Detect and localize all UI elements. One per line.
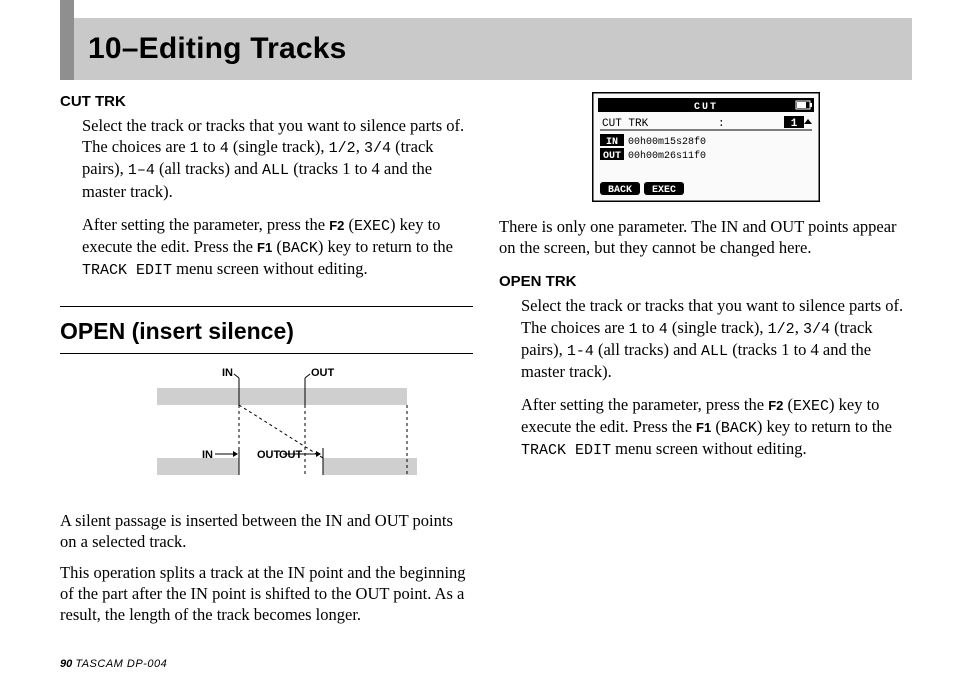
right-mid-para: There is only one parameter. The IN and … (499, 216, 912, 258)
cut-trk-heading: CUT TRK (60, 92, 473, 111)
columns: CUT TRK Select the track or tracks that … (60, 90, 912, 652)
svg-text::: : (718, 118, 725, 130)
svg-text:CUT: CUT (693, 102, 717, 113)
open-diagram-svg: INOUTINOUTOUT (117, 366, 417, 496)
right-column: CUT CUT TRK: 1 IN 00h00m15s28f0 OUT 00h00m26s1… (499, 90, 912, 652)
cut-trk-p2: After setting the parameter, press the F… (82, 214, 473, 281)
svg-text:OUT: OUT (279, 449, 303, 461)
svg-text:CUT TRK: CUT TRK (602, 118, 649, 130)
svg-text:BACK: BACK (607, 185, 631, 196)
cut-trk-p1: Select the track or tracks that you want… (82, 115, 473, 202)
chapter-title: 10–Editing Tracks (88, 32, 347, 66)
open-diagram: INOUTINOUTOUT (60, 366, 473, 496)
open-p2: This operation splits a track at the IN … (60, 562, 473, 625)
svg-text:OUT: OUT (257, 449, 281, 461)
svg-text:OUT: OUT (602, 151, 620, 162)
svg-text:IN: IN (202, 449, 213, 461)
open-trk-p1: Select the track or tracks that you want… (521, 295, 912, 382)
svg-text:IN: IN (605, 137, 617, 148)
page-number: 90 (60, 658, 72, 670)
svg-text:00h00m26s11f0: 00h00m26s11f0 (628, 150, 706, 162)
open-trk-p2: After setting the parameter, press the F… (521, 394, 912, 461)
open-heading: OPEN (insert silence) (60, 317, 473, 346)
svg-text:1: 1 (790, 118, 797, 130)
svg-text:00h00m15s28f0: 00h00m15s28f0 (628, 136, 706, 148)
section-rule (60, 306, 473, 307)
lcd-wrap: CUT CUT TRK: 1 IN 00h00m15s28f0 OUT 00h00m26s1… (499, 92, 912, 202)
page: 10–Editing Tracks CUT TRK Select the tra… (0, 0, 954, 680)
lcd-screenshot: CUT CUT TRK: 1 IN 00h00m15s28f0 OUT 00h00m26s1… (592, 92, 820, 202)
page-footer: 90 TASCAM DP-004 (60, 658, 167, 670)
svg-text:EXEC: EXEC (651, 185, 675, 196)
footer-model: TASCAM DP-004 (75, 658, 167, 670)
left-column: CUT TRK Select the track or tracks that … (60, 90, 473, 652)
open-heading-wrap: OPEN (insert silence) (60, 317, 473, 353)
svg-text:OUT: OUT (311, 367, 335, 379)
svg-text:IN: IN (222, 367, 233, 379)
accent-bar (60, 0, 74, 80)
open-p1: A silent passage is inserted between the… (60, 510, 473, 552)
title-band: 10–Editing Tracks (74, 18, 912, 80)
open-trk-heading: OPEN TRK (499, 272, 912, 291)
